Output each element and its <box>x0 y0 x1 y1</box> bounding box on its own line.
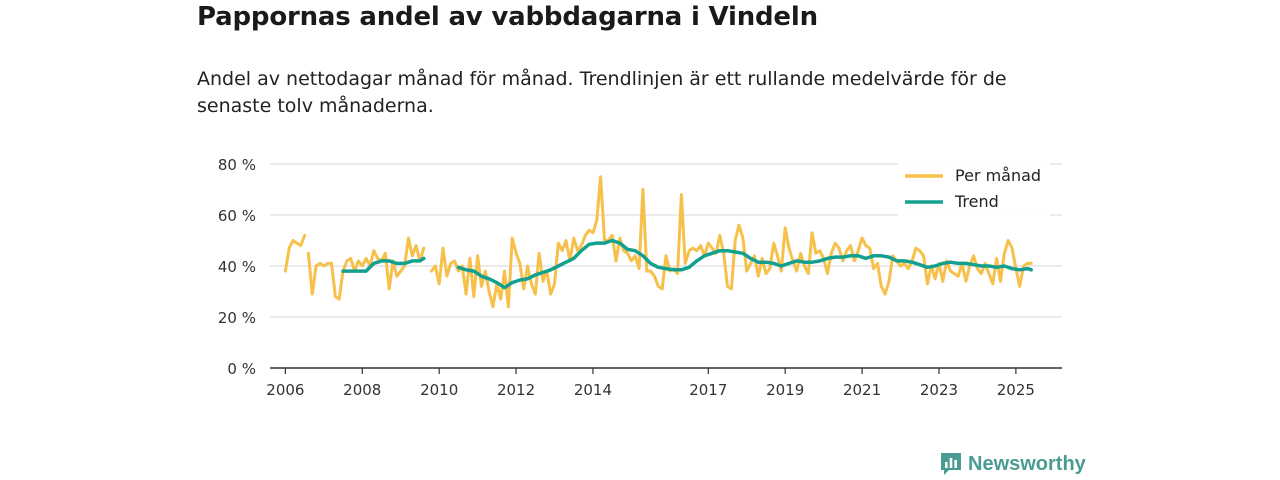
x-tick-label: 2025 <box>997 381 1035 399</box>
y-tick-label: 40 % <box>218 258 256 276</box>
y-axis: 0 % 20 % 40 % 60 % 80 % <box>218 156 256 378</box>
x-tick-label: 2006 <box>266 381 304 399</box>
legend-label: Trend <box>954 192 999 211</box>
newsworthy-logo: Newsworthy <box>940 450 1086 478</box>
series-trend <box>341 238 1033 290</box>
brand-name: Newsworthy <box>968 452 1086 475</box>
x-tick-label: 2023 <box>920 381 958 399</box>
trend-line <box>456 238 1033 290</box>
trend-line <box>341 256 426 273</box>
chart-title: Pappornas andel av vabbdagarna i Vindeln <box>197 2 818 32</box>
x-axis: 2006 2008 2010 2012 2014 2017 2019 2021 2023 2025 <box>266 367 1062 399</box>
chart-subtitle: Andel av nettodagar månad för månad. Tre… <box>197 68 1007 117</box>
y-tick-label: 20 % <box>218 309 256 327</box>
series-lines <box>283 175 1033 309</box>
y-tick-label: 0 % <box>227 360 256 378</box>
x-tick-label: 2014 <box>574 381 612 399</box>
x-tick-label: 2021 <box>843 381 881 399</box>
bar-chart-icon <box>941 453 961 475</box>
x-tick-label: 2019 <box>766 381 804 399</box>
legend-label: Per månad <box>955 166 1041 185</box>
x-tick-label: 2010 <box>420 381 458 399</box>
y-tick-label: 80 % <box>218 156 256 174</box>
legend-box <box>898 160 1050 216</box>
monthly-line <box>306 236 426 301</box>
x-tick-label: 2017 <box>689 381 727 399</box>
x-tick-label: 2008 <box>343 381 381 399</box>
legend: Per månad Trend <box>898 160 1050 216</box>
x-tick-label: 2012 <box>497 381 535 399</box>
y-tick-label: 60 % <box>218 207 256 225</box>
monthly-line <box>283 233 307 273</box>
